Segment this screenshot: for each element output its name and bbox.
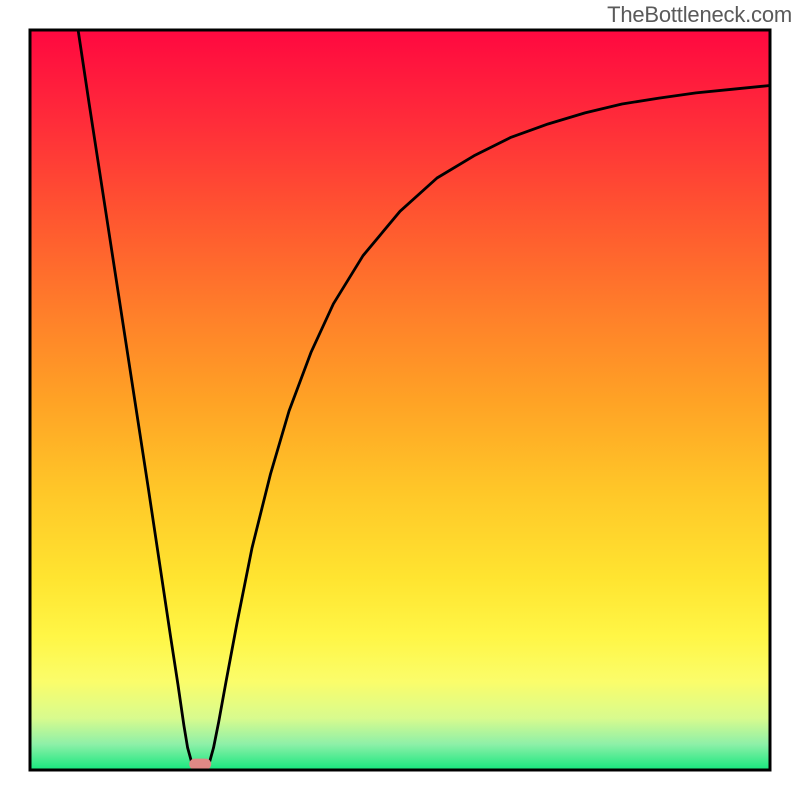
optimum-marker [189,759,211,770]
watermark-text: TheBottleneck.com [607,2,792,28]
plot-background-gradient [30,30,770,770]
chart-container: { "watermark": { "text": "TheBottleneck.… [0,0,800,800]
bottleneck-chart [0,0,800,800]
